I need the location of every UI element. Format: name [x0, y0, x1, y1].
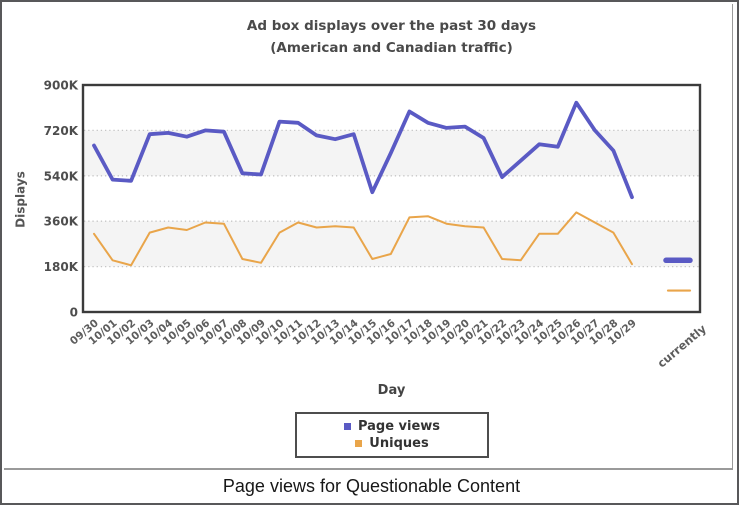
legend-label-uniques: Uniques [369, 436, 429, 451]
y-tick-label: 0 [70, 306, 78, 320]
plot-border [81, 83, 702, 314]
uniques-marker-icon [355, 440, 363, 447]
legend-item-uniques: Uniques [297, 436, 487, 451]
legend-label-page-views: Page views [357, 419, 441, 434]
y-tick-label: 540K [44, 169, 79, 183]
page-views-marker-icon [343, 423, 351, 430]
legend: Page views Uniques [295, 412, 489, 458]
y-tick-label: 180K [44, 260, 79, 274]
x-tick-label-currently: currently [655, 321, 710, 370]
y-tick-label: 900K [44, 79, 79, 93]
chart-subtitle: (American and Canadian traffic) [270, 40, 513, 56]
y-tick-label: 720K [44, 124, 79, 138]
chart-title: Ad box displays over the past 30 days [246, 18, 537, 34]
page-views-line [92, 100, 634, 200]
x-axis-title: Day [377, 383, 406, 398]
uniques-line [93, 211, 633, 267]
page-caption: Page views for Questionable Content [222, 476, 521, 496]
legend-item-page-views: Page views [297, 419, 487, 434]
chart-canvas: 0180K360K540K720K900K09/3010/0110/0210/0… [44, 79, 710, 371]
y-tick-label: 360K [44, 215, 79, 229]
plot-band [84, 221, 699, 267]
